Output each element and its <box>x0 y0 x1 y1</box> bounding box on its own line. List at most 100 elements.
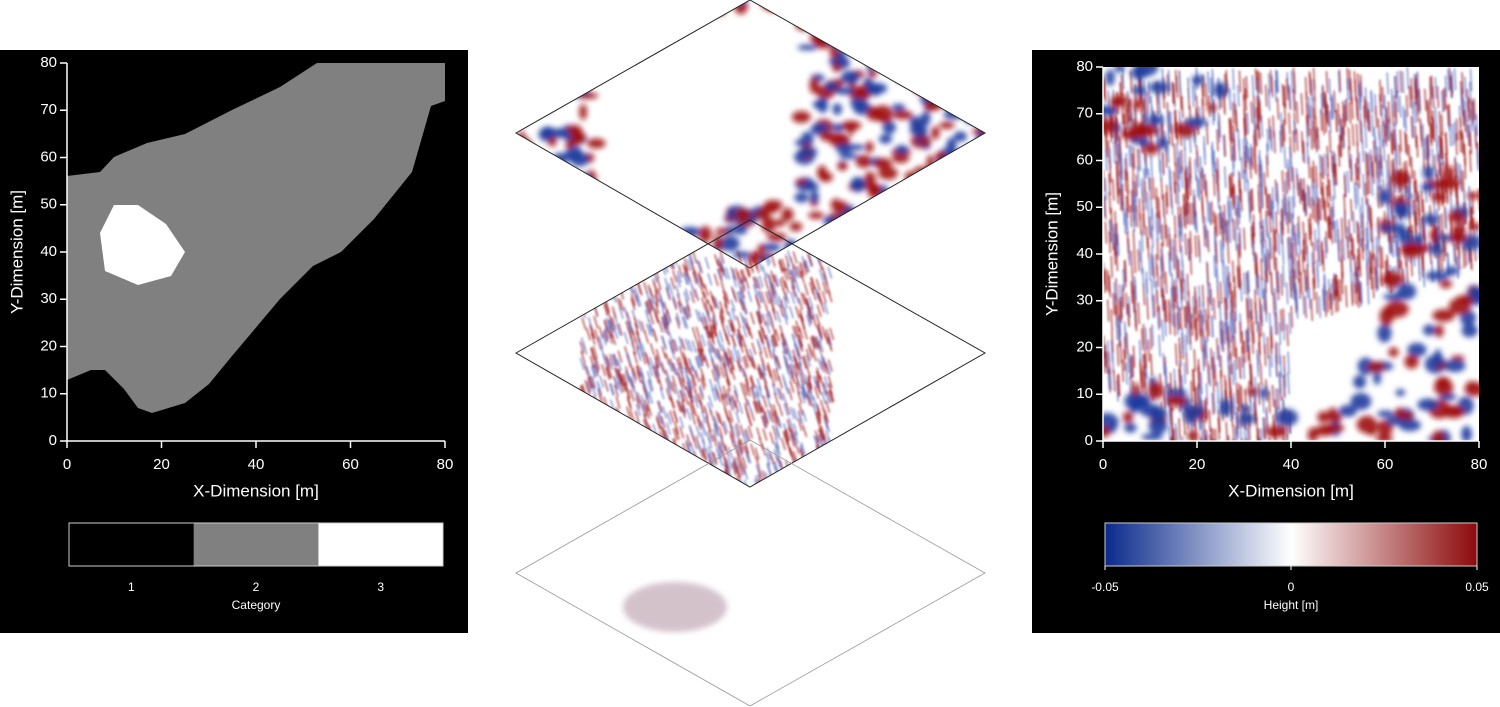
blob <box>926 180 937 191</box>
stripe <box>691 340 697 353</box>
stripe <box>1353 254 1357 277</box>
stripe <box>1120 184 1123 207</box>
stripe <box>666 388 671 401</box>
stripe <box>783 474 788 487</box>
stripe <box>758 468 764 481</box>
stripe <box>731 287 737 301</box>
stripe <box>654 253 660 267</box>
blob <box>1338 404 1357 417</box>
blob <box>889 203 909 218</box>
x-tick-label: 60 <box>1377 456 1394 473</box>
stripe <box>684 265 690 279</box>
blob <box>760 243 782 252</box>
stripe <box>616 432 622 446</box>
blob <box>516 192 525 205</box>
stripe <box>1272 227 1275 250</box>
stripe <box>1368 109 1371 132</box>
y-tick-label: 40 <box>1076 245 1093 262</box>
blob <box>559 247 580 260</box>
stripe <box>661 445 667 459</box>
stripe <box>1268 312 1272 335</box>
stripe <box>590 257 596 271</box>
stripe <box>588 375 594 388</box>
stripe <box>658 293 664 307</box>
stripe <box>624 421 630 434</box>
stripe <box>723 353 729 366</box>
stripe <box>601 363 607 377</box>
stripe <box>1421 218 1425 241</box>
colorbar-box <box>318 523 443 566</box>
blob <box>802 21 823 29</box>
stripe <box>829 461 835 474</box>
blob <box>565 10 576 20</box>
blob <box>1320 424 1345 433</box>
stripe <box>1205 383 1209 406</box>
stripe <box>1138 198 1141 221</box>
stripe <box>696 440 702 453</box>
stripe <box>710 305 716 318</box>
stripe <box>651 249 657 263</box>
blob <box>915 227 925 239</box>
stripe <box>589 404 595 417</box>
blob <box>1377 324 1392 343</box>
stripe <box>694 288 699 301</box>
stripe <box>1436 85 1440 108</box>
stripe <box>1237 267 1241 290</box>
stripe <box>1216 337 1219 360</box>
stripe <box>697 271 703 284</box>
stripe <box>743 467 749 480</box>
stripe <box>1147 339 1150 362</box>
stripe <box>590 366 596 379</box>
stripe <box>647 403 652 417</box>
blob <box>577 92 599 99</box>
stripe <box>1192 369 1195 392</box>
stripe <box>772 404 778 417</box>
stripe <box>827 336 833 350</box>
stripe <box>1208 282 1212 305</box>
stripe <box>707 273 713 286</box>
stripe <box>642 464 648 477</box>
blob <box>1469 222 1479 230</box>
stripe <box>1236 406 1240 429</box>
stripe <box>630 458 636 471</box>
stripe <box>615 458 621 471</box>
stripe <box>1115 134 1118 157</box>
stripe <box>645 406 651 419</box>
stripe <box>1238 356 1242 380</box>
stripe <box>1289 276 1293 299</box>
stripe <box>804 474 810 487</box>
stripe <box>744 344 750 357</box>
stripe <box>1254 68 1258 91</box>
stripe <box>594 274 600 287</box>
stripe <box>605 354 611 367</box>
blob <box>538 12 553 25</box>
stripe <box>1315 165 1318 188</box>
blob <box>732 251 751 259</box>
stripe <box>1237 202 1241 225</box>
stripe <box>803 259 809 273</box>
stripe <box>1356 270 1360 293</box>
blob <box>1353 374 1367 389</box>
stripe <box>794 441 800 455</box>
stripe <box>1410 156 1414 179</box>
blob <box>1333 413 1342 423</box>
stripe <box>1364 126 1368 149</box>
stripe <box>606 457 612 470</box>
blob <box>945 103 957 113</box>
stripe <box>736 271 742 285</box>
stripe <box>811 335 817 348</box>
stripe <box>628 478 633 487</box>
stripe <box>1392 220 1395 243</box>
stripe <box>1139 360 1142 383</box>
stripe <box>590 326 596 340</box>
stripe <box>1242 138 1246 161</box>
stripe <box>1451 123 1455 146</box>
stripe <box>1311 196 1314 219</box>
stripe <box>806 456 812 470</box>
stripe <box>1408 85 1412 108</box>
blob <box>918 193 931 205</box>
stripe <box>621 378 627 392</box>
blob <box>1367 361 1385 373</box>
stripe <box>1276 192 1279 215</box>
stripe <box>783 403 789 417</box>
